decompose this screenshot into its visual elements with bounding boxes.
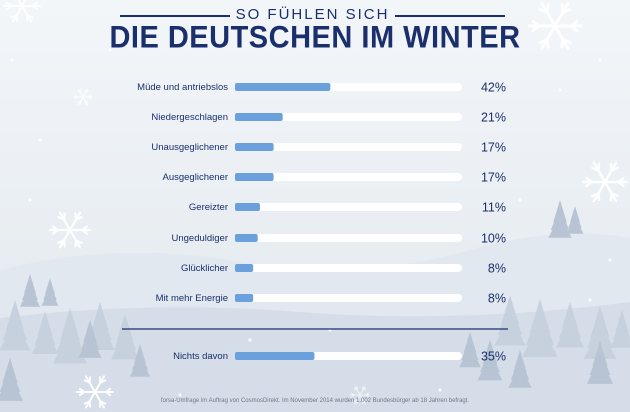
- category-label: Ungeduldiger: [171, 233, 228, 244]
- bar-track: [235, 203, 462, 211]
- snow-dot: [438, 388, 442, 392]
- bar-fill: [235, 83, 331, 91]
- bar-row: Müde und antriebslos 42%: [137, 81, 506, 95]
- bar-row: Gereizter 11%: [189, 201, 506, 215]
- bar-row: Glücklicher 8%: [181, 262, 506, 276]
- snowflake-icon: [527, 2, 583, 50]
- category-label: Gereizter: [189, 202, 228, 213]
- snow-dot: [108, 48, 112, 52]
- snowflake-icon: [3, 0, 41, 23]
- value-label: 21%: [481, 111, 506, 125]
- value-label: 42%: [481, 81, 506, 95]
- category-label: Ausgeglichener: [163, 172, 229, 183]
- subtitle-rule-right: [395, 15, 505, 17]
- pine-tree: [522, 299, 558, 357]
- bar-fill: [235, 173, 274, 181]
- snow-dot: [248, 338, 252, 342]
- pine-tree: [508, 350, 532, 388]
- snow-dot: [518, 198, 522, 202]
- snow-dot: [178, 393, 182, 397]
- subtitle: SO FÜHLEN SICH: [235, 6, 390, 23]
- bar-fill: [235, 352, 315, 360]
- pine-tree: [459, 332, 481, 368]
- category-label: Müde und antriebslos: [137, 82, 228, 93]
- category-label: Mit mehr Energie: [156, 293, 228, 304]
- pine-tree: [41, 278, 59, 306]
- bar-track: [235, 234, 462, 242]
- bar-fill: [235, 113, 283, 121]
- bar-row: Ungeduldiger 10%: [171, 232, 506, 246]
- snowflake-icon: [73, 88, 93, 106]
- snow-dot: [598, 58, 602, 62]
- category-label: Nichts davon: [173, 351, 228, 362]
- bar-chart: Müde und antriebslos 42% Niedergeschlagen 2…: [122, 81, 508, 364]
- pine-tree: [111, 314, 139, 360]
- pine-tree: [31, 311, 59, 354]
- pine-tree: [556, 302, 584, 348]
- value-label: 8%: [488, 262, 506, 276]
- subtitle-rule-left: [120, 15, 230, 17]
- pine-tree: [52, 308, 88, 364]
- snowflake-icon: [48, 211, 92, 249]
- pine-tree: [0, 300, 31, 351]
- bar-fill: [235, 143, 274, 151]
- snow-dot: [10, 58, 14, 62]
- source-footnote: forsa-Umfrage im Auftrag von CosmosDirek…: [160, 398, 470, 404]
- snow-dot: [558, 88, 562, 92]
- snowflake-icon: [349, 385, 371, 405]
- category-label: Unausgeglichener: [151, 142, 228, 153]
- snow-dot: [608, 258, 612, 262]
- bar-row: Nichts davon 35%: [173, 350, 506, 364]
- value-label: 17%: [481, 141, 506, 155]
- bar-track: [235, 294, 462, 302]
- pine-tree: [0, 358, 24, 401]
- snow-dot: [478, 28, 482, 32]
- bar-fill: [235, 264, 254, 272]
- bar-track: [235, 173, 462, 181]
- pine-tree: [586, 341, 614, 384]
- value-label: 35%: [481, 350, 506, 364]
- bar-fill: [235, 203, 260, 211]
- pine-tree: [566, 206, 584, 234]
- snowflake-icon: [76, 375, 114, 409]
- value-label: 11%: [482, 201, 506, 215]
- bar-row: Ausgeglichener 17%: [163, 171, 507, 185]
- snowflake-icon: [581, 161, 629, 203]
- pine-tree: [477, 340, 503, 381]
- pine-tree: [548, 200, 572, 238]
- bar-row: Niedergeschlagen 21%: [151, 111, 506, 125]
- pine-tree: [494, 295, 526, 346]
- pine-tree: [610, 310, 630, 348]
- value-label: 8%: [488, 292, 506, 306]
- snow-dot: [588, 298, 592, 302]
- pine-tree: [19, 274, 41, 307]
- snow-dot: [38, 138, 42, 142]
- subtitle-row: SO FÜHLEN SICH: [120, 6, 505, 24]
- bar-fill: [235, 294, 254, 302]
- bar-row: Mit mehr Energie 8%: [156, 292, 506, 306]
- pine-tree: [78, 320, 102, 358]
- bar-track: [235, 113, 462, 121]
- value-label: 10%: [481, 232, 506, 246]
- bar-track: [235, 143, 462, 151]
- category-label: Niedergeschlagen: [151, 112, 228, 123]
- bar-track: [235, 264, 462, 272]
- page-title: DIE DEUTSCHEN IM WINTER: [109, 20, 521, 56]
- bar-row: Unausgeglichener 17%: [151, 141, 506, 155]
- category-label: Glücklicher: [181, 263, 228, 274]
- value-label: 17%: [481, 171, 506, 185]
- snow-dot: [28, 198, 32, 202]
- pine-tree: [129, 344, 151, 377]
- bar-fill: [235, 234, 258, 242]
